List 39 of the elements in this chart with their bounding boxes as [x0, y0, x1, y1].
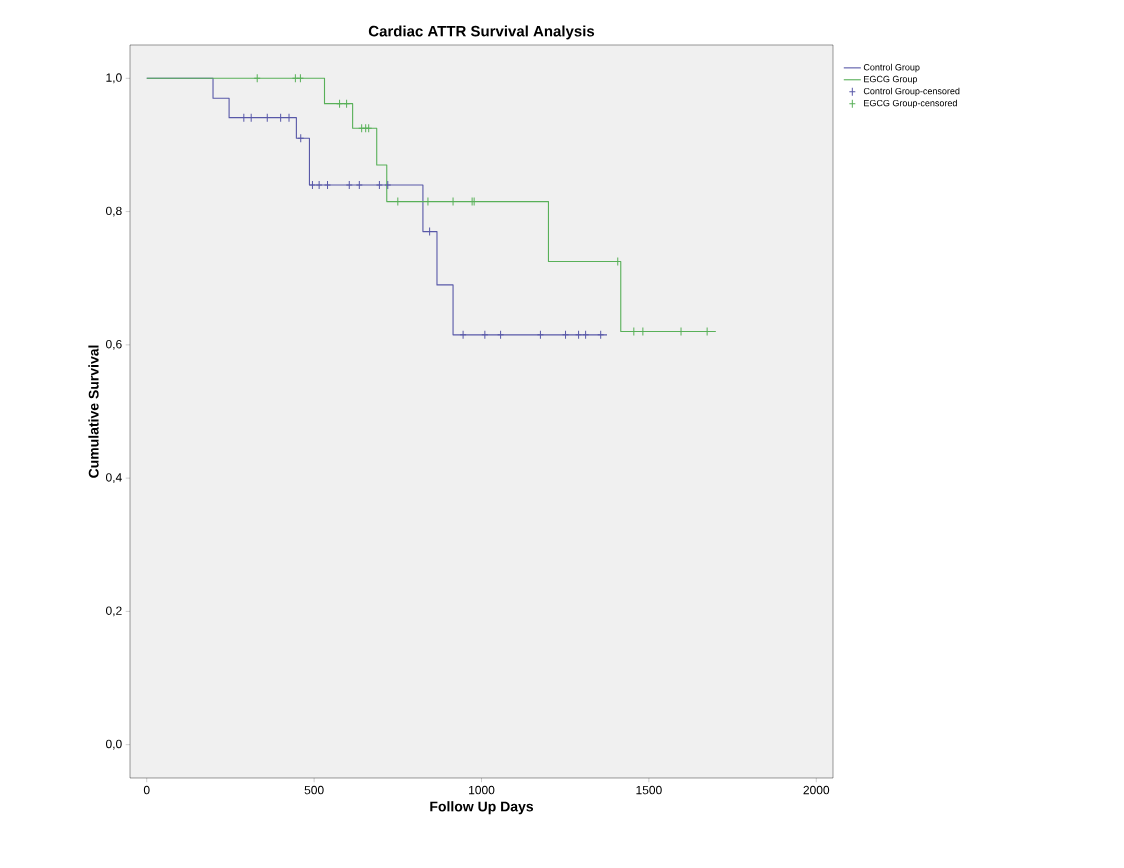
x-axis-title: Follow Up Days: [430, 801, 534, 815]
y-tick-label: 0,0: [105, 739, 122, 750]
point: [292, 74, 299, 83]
y-tick-label: 0,6: [105, 339, 122, 350]
point: [376, 180, 383, 189]
y-tick-label: 1,0: [106, 73, 122, 84]
point: [297, 134, 304, 143]
x-tick-label: 1000: [469, 785, 495, 795]
legend-label: EGCG Group: [864, 75, 918, 85]
point: [575, 330, 582, 339]
x-tick-label: 0: [143, 785, 150, 795]
point: [346, 180, 353, 189]
y-tick-label: 0,4: [105, 473, 122, 484]
legend-label: EGCG Group-censored: [864, 99, 957, 109]
y-axis-title: Cumulative Survival: [88, 345, 99, 478]
point: [562, 330, 569, 339]
point: [582, 330, 589, 339]
point: [497, 330, 504, 339]
point: [336, 99, 343, 108]
y-tick-label: 0,2: [105, 606, 122, 617]
x-tick-label: 2000: [803, 785, 830, 795]
point: [297, 74, 304, 83]
point: [324, 180, 331, 189]
point: [481, 330, 488, 339]
y-tick-label: 0,8: [105, 206, 122, 217]
x-tick-label: 1500: [636, 785, 662, 795]
point: [356, 180, 363, 189]
x-tick-label: 500: [304, 785, 324, 795]
point: [597, 330, 604, 339]
point: [384, 180, 391, 189]
point: [460, 330, 467, 339]
point: [343, 99, 350, 108]
legend-label: Control Group-censored: [863, 87, 960, 97]
chart-title: Cardiac ATTR Survival Analysis: [368, 25, 595, 40]
point: [537, 330, 544, 339]
point: [309, 180, 316, 189]
point: [254, 74, 261, 83]
legend-label: Control Group: [863, 63, 920, 73]
point: [316, 180, 323, 189]
